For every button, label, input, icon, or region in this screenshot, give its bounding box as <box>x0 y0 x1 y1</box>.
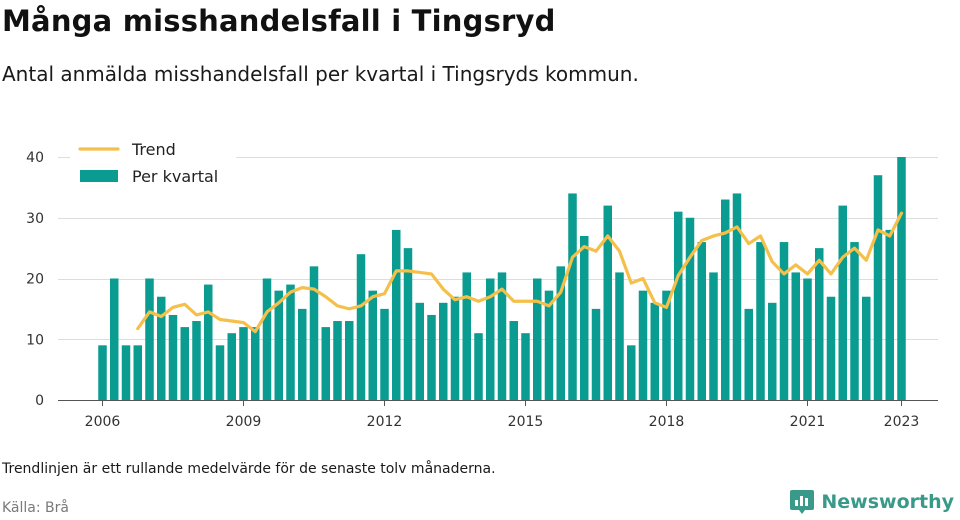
bar <box>380 308 389 401</box>
bar <box>756 242 765 400</box>
bar <box>356 254 366 400</box>
bar <box>627 345 636 400</box>
bar <box>497 272 507 400</box>
bar <box>486 278 495 400</box>
bar <box>110 278 119 400</box>
legend-bar-swatch <box>80 170 118 182</box>
x-tick-label: 2015 <box>508 414 544 430</box>
bar <box>697 242 706 400</box>
bar <box>662 290 671 400</box>
bar <box>239 327 248 400</box>
legend-bar-label: Per kvartal <box>132 167 218 186</box>
bar <box>204 284 213 400</box>
x-tick-label: 2023 <box>884 414 920 430</box>
y-tick-label: 30 <box>26 211 44 227</box>
bar <box>215 345 225 400</box>
bar <box>791 272 800 400</box>
x-tick-label: 2009 <box>226 414 262 430</box>
bar <box>568 193 577 400</box>
bar <box>897 157 906 400</box>
bar <box>262 278 272 400</box>
bar <box>274 290 283 400</box>
bar <box>732 193 742 400</box>
source-label: Källa: Brå <box>2 500 69 516</box>
bar <box>298 308 307 401</box>
bar <box>309 266 319 400</box>
bar <box>674 211 683 400</box>
newsworthy-logo[interactable]: Newsworthy <box>789 488 954 516</box>
y-tick-label: 0 <box>35 393 44 409</box>
bar <box>603 205 612 400</box>
bar <box>533 278 542 400</box>
legend: Trend Per kvartal <box>70 134 236 192</box>
bar-series <box>98 157 906 401</box>
bar <box>227 333 236 400</box>
bar <box>133 345 142 400</box>
bar <box>509 321 518 400</box>
chart-title: Många misshandelsfall i Tingsryd <box>2 4 556 38</box>
bar <box>873 175 883 400</box>
bar <box>521 333 530 400</box>
trend-footnote: Trendlinjen är ett rullande medelvärde f… <box>2 461 496 477</box>
bar <box>685 217 695 400</box>
x-tick-label: 2018 <box>649 414 685 430</box>
bar <box>251 327 260 400</box>
bar <box>157 296 166 400</box>
bar <box>721 199 730 400</box>
y-axis-ticks: 0 10 20 30 40 <box>26 150 44 409</box>
bar <box>145 278 154 400</box>
bar <box>650 302 659 400</box>
bar <box>474 333 483 400</box>
bar <box>556 266 565 400</box>
bar <box>121 345 131 400</box>
bar <box>885 229 894 400</box>
y-tick-label: 10 <box>26 332 44 348</box>
bar <box>321 327 330 400</box>
bar <box>544 290 554 400</box>
bar <box>427 314 436 400</box>
bar <box>779 242 789 400</box>
bar <box>368 290 377 400</box>
x-tick-label: 2006 <box>85 414 121 430</box>
newsworthy-logo-icon <box>790 490 815 514</box>
bar <box>168 314 178 400</box>
bar <box>98 345 107 400</box>
bar <box>286 284 295 400</box>
bar <box>333 321 342 400</box>
bar <box>591 308 601 401</box>
y-tick-label: 20 <box>26 272 44 288</box>
y-tick-label: 40 <box>26 150 44 166</box>
x-tick-label: 2021 <box>790 414 826 430</box>
trend-line <box>136 211 904 334</box>
legend-trend-label: Trend <box>131 140 176 159</box>
chart-subtitle: Antal anmälda misshandelsfall per kvarta… <box>2 62 639 86</box>
bar <box>345 321 354 400</box>
bar <box>709 272 718 400</box>
bar <box>403 248 413 401</box>
bar <box>580 235 589 400</box>
bar <box>850 242 859 400</box>
bar <box>803 278 812 400</box>
x-tick-label: 2012 <box>367 414 403 430</box>
bar <box>862 296 871 400</box>
bar <box>392 229 401 400</box>
bar <box>450 296 460 400</box>
legend-background <box>70 134 236 192</box>
bar <box>744 308 753 401</box>
bar <box>638 290 648 400</box>
bar <box>615 272 624 400</box>
x-axis-ticks: 2006 2009 2012 2015 2018 2021 2023 <box>85 400 920 430</box>
chart: 0 10 20 30 40 2006 2009 2012 2015 2018 2021 2023 T… <box>26 134 938 430</box>
bar <box>815 248 824 401</box>
bar <box>826 296 836 400</box>
bar <box>192 321 201 400</box>
bar <box>768 302 777 400</box>
bar <box>415 302 424 400</box>
bar <box>180 327 189 400</box>
bar <box>838 205 847 400</box>
newsworthy-logo-text: Newsworthy <box>821 491 954 513</box>
bar <box>439 302 448 400</box>
bar <box>462 272 471 400</box>
